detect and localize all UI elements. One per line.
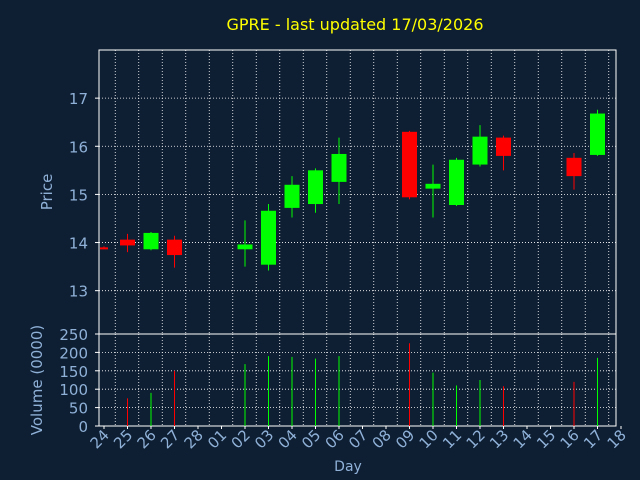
- candle: [331, 137, 347, 205]
- candle-body: [331, 153, 347, 182]
- candle: [308, 168, 323, 213]
- chart-title: GPRE - last updated 17/03/2026: [227, 15, 484, 34]
- price-y-tick-label: 13: [69, 283, 88, 301]
- volume-y-tick-label: 100: [59, 381, 88, 399]
- candle: [143, 231, 159, 251]
- candle: [120, 233, 135, 253]
- price-y-axis-label: Price: [38, 174, 56, 211]
- price-y-tick-label: 14: [69, 235, 88, 253]
- price-y-tick-label: 16: [69, 138, 88, 156]
- volume-bar-series: [127, 343, 598, 426]
- volume-y-axis-label: Volume (0000): [28, 325, 46, 435]
- volume-y-tick-label: 50: [69, 400, 88, 418]
- candle: [261, 204, 276, 271]
- volume-grid: [99, 334, 616, 426]
- price-y-tick-label: 15: [69, 186, 88, 204]
- candle: [284, 176, 300, 218]
- candle: [425, 164, 441, 218]
- candle-body: [261, 210, 276, 265]
- candle-body: [100, 247, 108, 250]
- candle-body: [566, 157, 582, 177]
- price-y-tick-label: 17: [69, 90, 88, 108]
- candle-body: [308, 170, 323, 205]
- price-grid: [99, 50, 616, 334]
- candle-body: [472, 136, 488, 165]
- price-y-axis: 13 14 15 16 17: [69, 90, 99, 301]
- volume-y-tick-label: 200: [59, 344, 88, 362]
- candle-body: [120, 239, 135, 246]
- candle: [100, 246, 108, 250]
- volume-y-tick-label: 0: [78, 418, 88, 436]
- candle: [402, 130, 417, 200]
- price-panel: 13 14 15 16 17 Price: [38, 49, 617, 335]
- candle-body: [143, 232, 159, 250]
- candle-body: [237, 244, 253, 250]
- volume-y-tick-label: 250: [59, 326, 88, 344]
- candle-body: [402, 131, 417, 198]
- candle-body: [496, 137, 511, 156]
- x-axis: 2425262728010203040506070809101112131415…: [87, 426, 630, 452]
- x-axis-label: Day: [334, 459, 362, 475]
- volume-y-tick-label: 150: [59, 363, 88, 381]
- candle: [449, 157, 464, 206]
- candle-body: [167, 239, 182, 256]
- candle: [167, 235, 182, 268]
- candle-body: [284, 184, 300, 208]
- candle: [566, 153, 582, 190]
- candle: [472, 125, 488, 167]
- candle: [237, 220, 253, 267]
- volume-panel-frame: [98, 333, 617, 427]
- candle: [590, 109, 605, 156]
- candlestick-series: [100, 109, 605, 271]
- candle-body: [449, 159, 464, 205]
- candle-body: [590, 113, 605, 155]
- candle: [496, 135, 511, 171]
- candle-body: [425, 183, 441, 189]
